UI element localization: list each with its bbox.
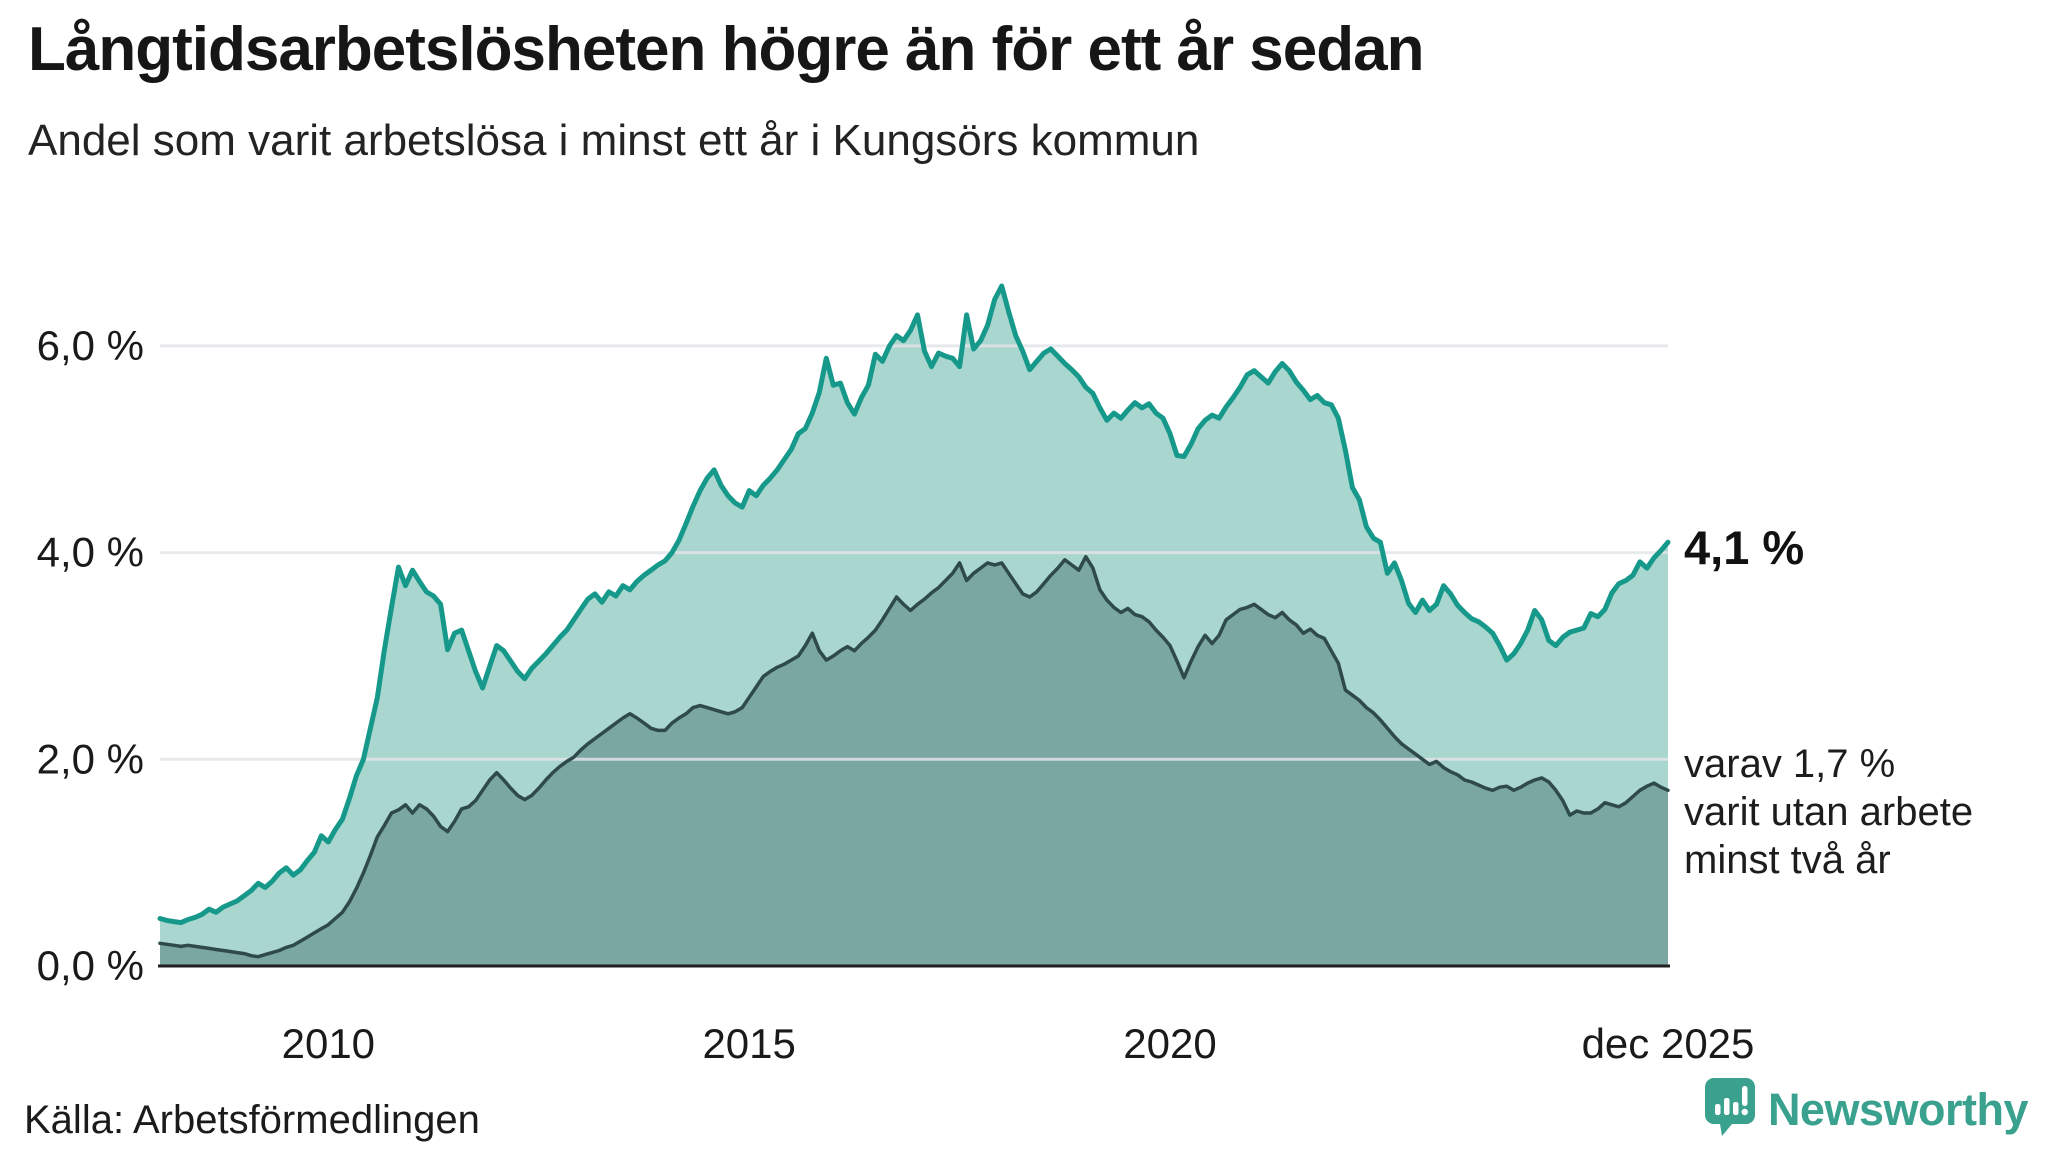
newsworthy-logo-text: Newsworthy <box>1767 1083 2029 1135</box>
y-tick-label-2: 2,0 % <box>37 735 144 782</box>
x-tick-label-2010: 2010 <box>282 1020 375 1067</box>
latest-value-label: 4,1 % <box>1684 521 1805 574</box>
x-tick-label-2015: 2015 <box>702 1020 795 1067</box>
secondary-series-annotation: varav 1,7 % varit utan arbete minst två … <box>1684 740 1973 884</box>
logo-bubble-shape <box>1704 1078 1755 1136</box>
newsworthy-speech-bubble-bar-chart-icon <box>1704 1077 1756 1142</box>
series-line-minst-ett-ar <box>157 283 1671 926</box>
secondary-annotation-line3: minst två år <box>1684 838 1891 882</box>
y-tick-label-4: 4,0 % <box>37 529 144 576</box>
x-tick-label-2020: 2020 <box>1123 1020 1216 1067</box>
secondary-annotation-line1: varav 1,7 % <box>1684 742 1896 786</box>
series-line-minst-tva-ar <box>158 554 1670 959</box>
page-subtitle: Andel som varit arbetslösa i minst ett å… <box>28 116 1200 165</box>
x-tick-label-dec-2025: dec 2025 <box>1582 1020 1755 1067</box>
source-label: Källa: Arbetsförmedlingen <box>24 1098 480 1142</box>
page-title: Långtidsarbetslösheten högre än för ett … <box>28 15 1424 84</box>
y-tick-label-0: 0,0 % <box>37 942 144 989</box>
y-tick-label-6: 6,0 % <box>37 322 144 369</box>
series-fill-minst-tva-ar <box>160 556 1668 966</box>
secondary-annotation-line2: varit utan arbete <box>1684 790 1974 834</box>
newsworthy-logo: Newsworthy <box>1704 1077 2029 1142</box>
